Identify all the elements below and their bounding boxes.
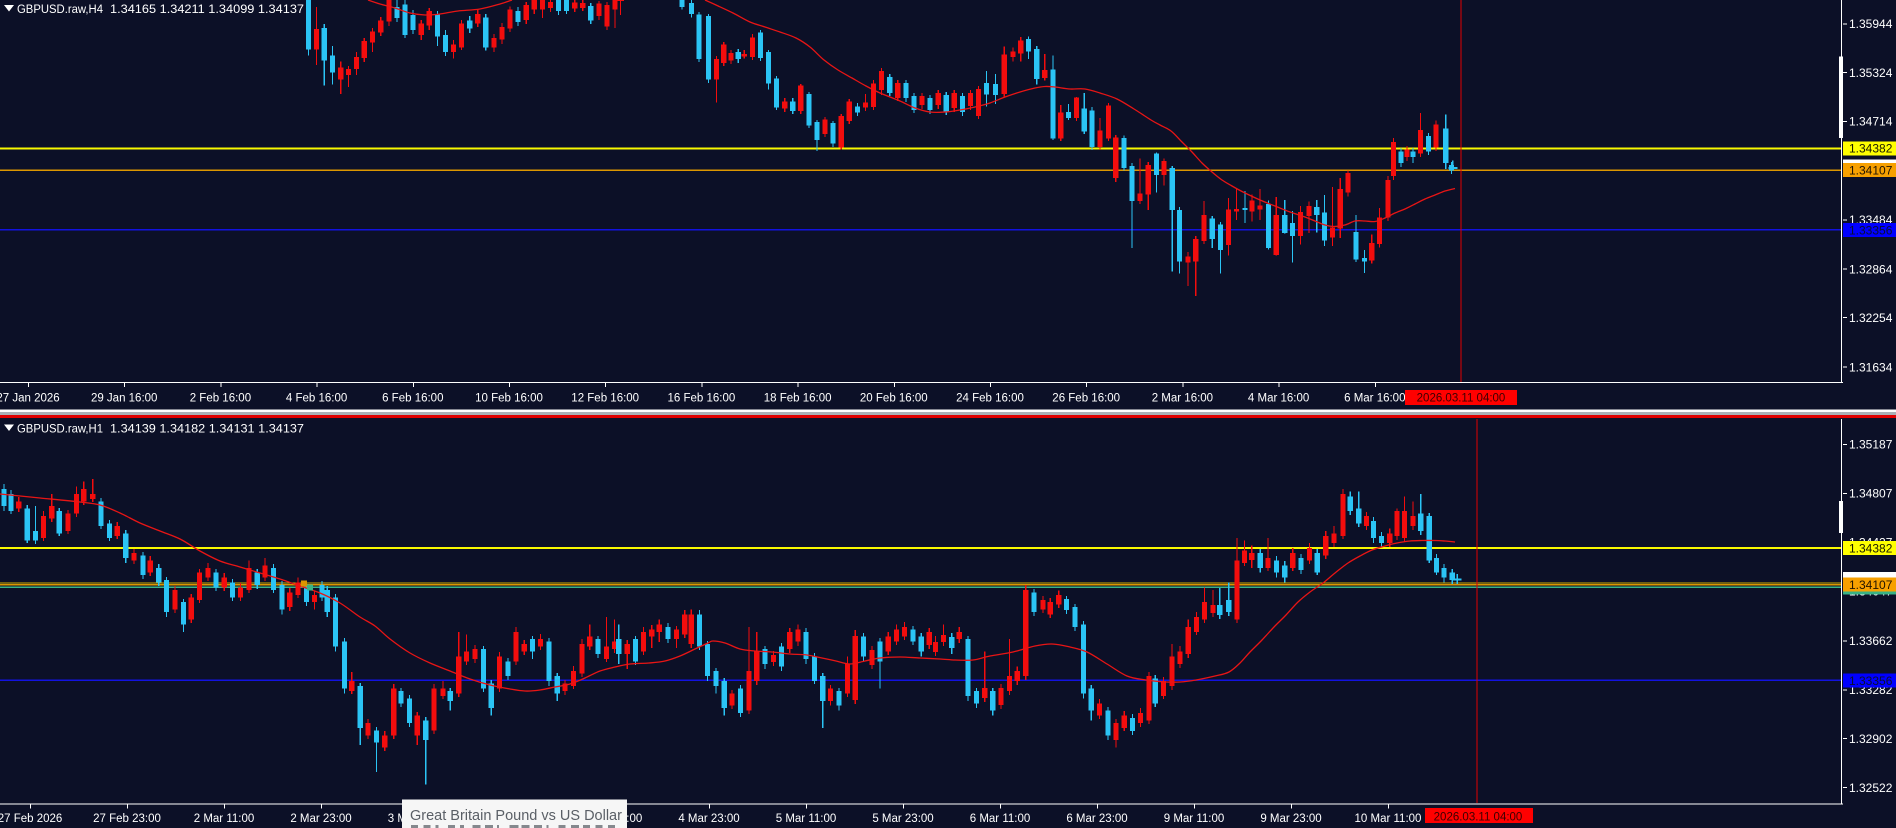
svg-text:2 Mar 16:00: 2 Mar 16:00: [1152, 393, 1213, 405]
svg-text:10 Feb 16:00: 10 Feb 16:00: [475, 393, 543, 405]
svg-text:26 Feb 16:00: 26 Feb 16:00: [1052, 393, 1120, 405]
svg-text:6 Feb 16:00: 6 Feb 16:00: [382, 393, 443, 405]
svg-text:16 Feb 16:00: 16 Feb 16:00: [668, 393, 736, 405]
svg-text:Great Britain Pound vs US Doll: Great Britain Pound vs US Dollar: [410, 808, 622, 824]
svg-text:1.34714: 1.34714: [1849, 115, 1893, 129]
svg-text:1.32902: 1.32902: [1849, 732, 1893, 746]
svg-text:9 Mar 23:00: 9 Mar 23:00: [1260, 813, 1321, 825]
svg-text:1.34382: 1.34382: [1849, 541, 1893, 555]
svg-text:27 Feb 23:00: 27 Feb 23:00: [93, 813, 161, 825]
svg-text:12 Feb 16:00: 12 Feb 16:00: [571, 393, 639, 405]
svg-text:1.34165 1.34211 1.34099 1.3413: 1.34165 1.34211 1.34099 1.34137: [110, 2, 304, 16]
svg-text:4 Feb 16:00: 4 Feb 16:00: [286, 393, 347, 405]
svg-text:1.33662: 1.33662: [1849, 634, 1893, 648]
svg-text:1.34107: 1.34107: [1849, 164, 1893, 178]
svg-text:2026.03.11 04:00: 2026.03.11 04:00: [1434, 812, 1523, 824]
svg-text:9 Mar 11:00: 9 Mar 11:00: [1164, 813, 1225, 825]
svg-text:1.34807: 1.34807: [1849, 487, 1893, 501]
svg-text:5 Mar 23:00: 5 Mar 23:00: [872, 813, 933, 825]
svg-text:2026.03.11 04:00: 2026.03.11 04:00: [1417, 393, 1506, 405]
svg-text:1.32864: 1.32864: [1849, 262, 1893, 276]
svg-text:27 Jan 2026: 27 Jan 2026: [0, 393, 60, 405]
svg-text:GBPUSD.raw,H4: GBPUSD.raw,H4: [17, 2, 103, 16]
svg-text:5 Mar 11:00: 5 Mar 11:00: [776, 813, 837, 825]
svg-text:4 Mar 23:00: 4 Mar 23:00: [678, 813, 739, 825]
svg-text:1.35944: 1.35944: [1849, 17, 1893, 31]
svg-text:24 Feb 16:00: 24 Feb 16:00: [956, 393, 1024, 405]
svg-text:1.34139 1.34182 1.34131 1.3413: 1.34139 1.34182 1.34131 1.34137: [110, 422, 304, 436]
svg-text:10 Mar 11:00: 10 Mar 11:00: [1355, 813, 1422, 825]
svg-text:6 Mar 11:00: 6 Mar 11:00: [970, 813, 1031, 825]
svg-text:1.35324: 1.35324: [1849, 66, 1893, 80]
svg-text:4 Mar 16:00: 4 Mar 16:00: [1248, 393, 1309, 405]
svg-text:29 Jan 16:00: 29 Jan 16:00: [91, 393, 158, 405]
svg-text:18 Feb 16:00: 18 Feb 16:00: [764, 393, 832, 405]
svg-text:2 Feb 16:00: 2 Feb 16:00: [190, 393, 251, 405]
svg-text:1.34382: 1.34382: [1849, 142, 1893, 156]
svg-text:1.33356: 1.33356: [1849, 674, 1893, 688]
svg-text:6 Mar 16:00: 6 Mar 16:00: [1344, 393, 1405, 405]
svg-text:20 Feb 16:00: 20 Feb 16:00: [860, 393, 928, 405]
svg-text:2 Mar 23:00: 2 Mar 23:00: [290, 813, 351, 825]
svg-text:2 Mar 11:00: 2 Mar 11:00: [194, 813, 255, 825]
svg-text:1.31634: 1.31634: [1849, 360, 1893, 374]
svg-text:1.34107: 1.34107: [1849, 578, 1893, 592]
svg-text:1.32522: 1.32522: [1849, 781, 1893, 795]
svg-text:6 Mar 23:00: 6 Mar 23:00: [1066, 813, 1127, 825]
svg-text:1.33356: 1.33356: [1849, 223, 1893, 237]
svg-text:27 Feb 2026: 27 Feb 2026: [0, 813, 62, 825]
svg-text:1.35187: 1.35187: [1849, 438, 1893, 452]
svg-text:GBPUSD.raw,H1: GBPUSD.raw,H1: [17, 422, 103, 436]
svg-text:1.32254: 1.32254: [1849, 311, 1893, 325]
